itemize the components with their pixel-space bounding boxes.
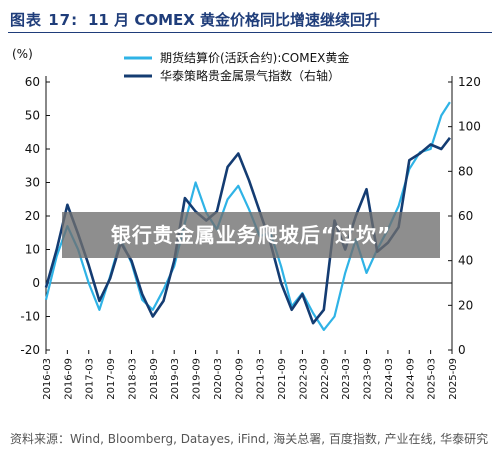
x-tick-label: 2024-09: [405, 358, 416, 400]
right-tick-label: 40: [458, 254, 473, 268]
x-tick-label: 2016-03: [42, 358, 53, 400]
figure-title: 11 月 COMEX 黄金价格同比增速继续回升: [88, 11, 381, 29]
header-rule: [8, 32, 492, 33]
figure-header: 图表 17: 11 月 COMEX 黄金价格同比增速继续回升: [0, 0, 500, 34]
figure-number: 图表 17:: [10, 11, 79, 29]
left-tick-label: 60: [25, 75, 40, 89]
left-tick-label: -10: [20, 310, 40, 324]
right-axis-ticks: 0 20 40 60 80 100 120: [448, 75, 481, 357]
x-tick-label: 2020-09: [234, 358, 245, 400]
x-tick-label: 2024-03: [384, 358, 395, 400]
x-tick-label: 2019-09: [192, 358, 203, 400]
left-axis-ticks: -20 -10 0 10 20 30 40 50 60: [20, 75, 50, 357]
x-tick-label: 2019-03: [170, 358, 181, 400]
x-tick-label: 2025-09: [448, 358, 459, 400]
left-tick-label: 40: [25, 142, 40, 156]
x-tick-label: 2018-09: [149, 358, 160, 400]
x-axis-ticks: 2016-03 2016-09 2017-03 2017-09 2018-03 2018-…: [42, 350, 459, 400]
x-tick-label: 2017-09: [106, 358, 117, 400]
x-tick-label: 2017-03: [85, 358, 96, 400]
x-tick-label: 2021-09: [277, 358, 288, 400]
overlay-banner: 银行贵金属业务爬坡后“过坎”: [62, 212, 440, 258]
x-tick-label: 2016-09: [63, 358, 74, 400]
left-tick-label: 20: [25, 209, 40, 223]
right-tick-label: 100: [458, 120, 481, 134]
x-tick-label: 2020-03: [213, 358, 224, 400]
chart-legend: 期货结算价(活跃合约):COMEX黄金 华泰策略贵金属景气指数（右轴）: [124, 50, 349, 83]
legend-label-index: 华泰策略贵金属景气指数（右轴）: [160, 68, 340, 83]
left-tick-label: 0: [32, 276, 40, 290]
source-note: 资料来源：Wind, Bloomberg, Datayes, iFind, 海关…: [10, 432, 489, 446]
right-tick-label: 80: [458, 164, 473, 178]
legend-label-comex: 期货结算价(活跃合约):COMEX黄金: [160, 50, 349, 65]
right-tick-label: 0: [458, 343, 466, 357]
x-tick-label: 2022-03: [298, 358, 309, 400]
right-tick-label: 120: [458, 75, 481, 89]
left-tick-label: -20: [20, 343, 40, 357]
x-tick-label: 2023-09: [363, 358, 374, 400]
overlay-banner-text: 银行贵金属业务爬坡后“过坎”: [110, 223, 392, 247]
left-tick-label: 30: [25, 176, 40, 190]
left-axis-unit-label: (%): [12, 47, 33, 61]
x-tick-label: 2022-09: [320, 358, 331, 400]
left-tick-label: 50: [25, 109, 40, 123]
left-tick-label: 10: [25, 243, 40, 257]
axes-layer: (%): [12, 47, 453, 350]
right-tick-label: 20: [458, 298, 473, 312]
x-tick-label: 2018-03: [127, 358, 138, 400]
x-tick-label: 2025-03: [427, 358, 438, 400]
x-tick-label: 2023-03: [341, 358, 352, 400]
x-tick-label: 2021-03: [256, 358, 267, 400]
right-tick-label: 60: [458, 209, 473, 223]
